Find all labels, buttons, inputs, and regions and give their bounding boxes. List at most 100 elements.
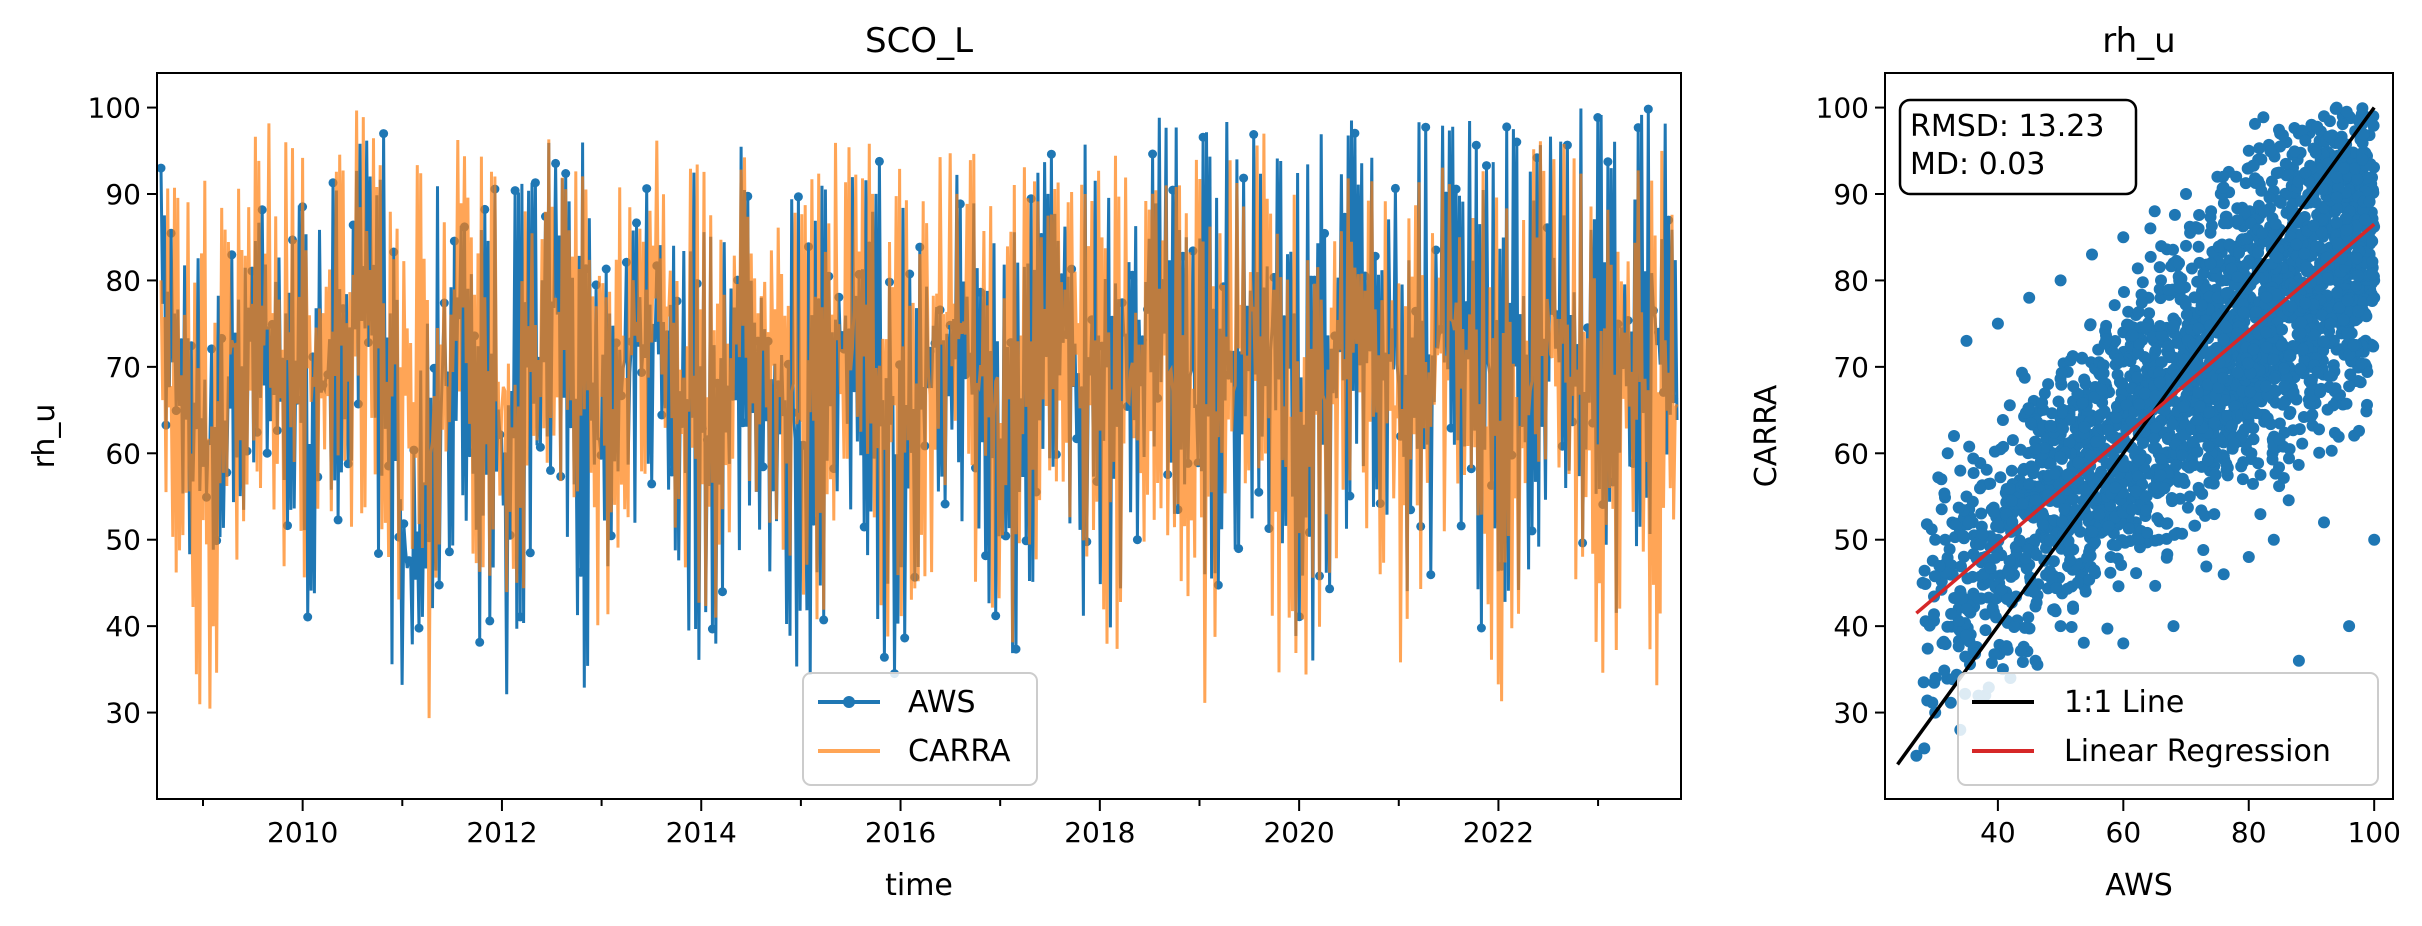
x-tick-label: 2010 [267,816,338,849]
scatter-point [1945,607,1958,620]
scatter-point [1987,506,2000,519]
scatter-point [2311,120,2324,133]
scatter-point [2340,397,2353,410]
y-tick-label: 80 [1833,264,1869,297]
scatter-point [2110,411,2123,424]
scatter-point [2131,262,2144,275]
scatter-point [1988,648,2001,661]
scatter-point [2351,173,2364,186]
scatter-point [2366,235,2379,248]
aws-point [879,652,889,662]
scatter-point [2086,248,2098,261]
stats-rmsd: RMSD: 13.23 [1910,109,2104,144]
scatter-point [2132,306,2145,319]
scatter-point [2061,468,2074,481]
scatter-point [2287,388,2300,401]
scatter-point [2055,366,2068,379]
scatter-point [2014,443,2027,456]
scatter-point [1991,317,2004,330]
scatter-point [2047,603,2060,616]
scatter-point [2332,181,2345,194]
scatter-point [2236,473,2249,486]
scatter-point [1919,578,1932,590]
x-tick-label: 2014 [666,816,737,849]
scatter-point [2088,564,2101,577]
scatter-point [2006,434,2019,447]
aws-point [1603,157,1613,167]
scatter-point [2023,291,2036,304]
scatter-point [2199,346,2212,359]
aws-point [1476,623,1486,633]
scatter-ylabel: CARRA [1749,384,1784,487]
scatter-point [2064,554,2077,567]
scatter-point [1955,560,1967,573]
scatter-point [2005,495,2018,507]
scatter-point [2358,213,2371,226]
scatter-point [2323,115,2336,128]
scatter-point [2161,548,2174,561]
scatter-point [2088,391,2101,404]
scatter-point [2100,333,2113,346]
scatter-point [2321,403,2334,416]
aws-point [1320,228,1330,238]
scatter-point [2325,444,2338,457]
scatter-point [2172,270,2185,283]
aws-point [561,169,571,178]
scatter-point [2019,552,2032,565]
scatter-point [2167,620,2180,633]
scatter-point [1979,624,1992,637]
scatter-point [1967,467,1980,479]
scatter-point [2295,316,2308,329]
scatter-point [2086,526,2099,538]
scatter-point [2274,196,2287,209]
scatter-point [2031,658,2044,671]
scatter-point [2278,362,2291,375]
aws-point [530,178,540,188]
scatter-point [1929,671,1942,684]
scatter-point [2098,405,2111,418]
scatter-point [2054,274,2067,287]
scatter-point [1967,452,1980,465]
scatter-point [1990,611,2002,624]
scatter-point [2020,562,2033,575]
scatter-point [2294,362,2307,375]
aws-point [546,465,555,475]
scatter-point [2013,534,2026,547]
scatter-point [2249,117,2261,130]
scatter-point [1952,640,1965,653]
aws-point [374,549,383,558]
scatter-point [2334,137,2347,150]
aws-point [303,612,313,622]
scatter-point [2292,458,2305,471]
scatter-point [2014,644,2027,657]
scatter-point [2353,424,2365,437]
scatter-point [2315,309,2328,322]
scatter-point [2025,460,2038,473]
scatter-point [2288,145,2301,158]
scatter-point [2053,494,2066,507]
scatter-point [2217,181,2230,194]
scatter-point [2276,323,2288,336]
scatter-point [2180,188,2192,200]
scatter-point [2240,232,2253,245]
scatter-point [1952,501,1965,514]
regression-line [1915,222,2376,615]
aws-point [434,580,444,590]
scatter-point [2247,159,2260,172]
aws-point [525,548,535,558]
scatter-point [2167,243,2179,256]
scatter-point [2110,400,2123,413]
scatter-point [2292,654,2305,667]
aws-point [819,615,829,625]
scatter-point [2360,172,2373,185]
legend-aws-label: AWS [908,685,976,720]
scatter-point [2361,398,2373,411]
scatter-point [2217,372,2229,385]
scatter-point [2208,416,2221,429]
scatter-point [2144,250,2157,263]
scatter-point [2204,226,2217,239]
scatter-point [2316,213,2329,226]
scatter-point [2029,494,2042,507]
aws-point [333,515,343,525]
scatter-point [2368,533,2381,546]
